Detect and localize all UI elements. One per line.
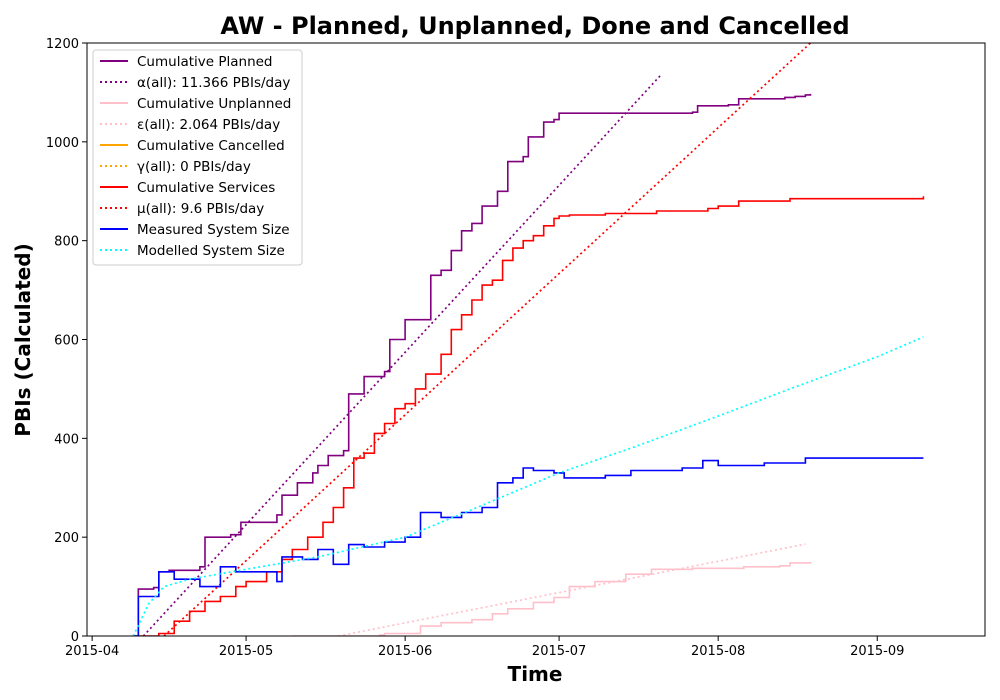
y-tick-label: 1000 bbox=[46, 136, 79, 151]
series-line-measured-system-size-8 bbox=[133, 457, 924, 636]
legend-entry-measured-system-size: Measured System Size bbox=[137, 222, 290, 238]
series-line-modelled-system-size-9 bbox=[132, 336, 924, 636]
x-tick-label: 2015-06 bbox=[378, 644, 432, 659]
x-axis-label: Time bbox=[508, 662, 563, 686]
series-line-cumulative-unplanned-2 bbox=[292, 561, 812, 636]
y-axis-label: PBIs (Calculated) bbox=[11, 243, 35, 436]
x-tick-label: 2015-09 bbox=[850, 644, 904, 659]
legend-entry-cumulative-services: Cumulative Services bbox=[137, 180, 275, 196]
series-line-all-9-6-pbis-day-7 bbox=[163, 43, 812, 636]
legend-entry-modelled-system-size: Modelled System Size bbox=[137, 243, 285, 259]
legend-entry-cumulative-cancelled: Cumulative Cancelled bbox=[137, 138, 285, 154]
y-tick-label: 200 bbox=[54, 531, 79, 546]
legend-entry-all-2-064-pbis-day: ε(all): 2.064 PBIs/day bbox=[137, 117, 280, 133]
x-tick-label: 2015-08 bbox=[691, 644, 745, 659]
y-tick-label: 0 bbox=[71, 630, 79, 645]
series-line-cumulative-services-6 bbox=[138, 196, 925, 636]
legend: Cumulative Planned α(all): 11.366 PBIs/da… bbox=[92, 49, 303, 266]
legend-entry-all-9-6-pbis-day: μ(all): 9.6 PBIs/day bbox=[137, 201, 264, 217]
y-axis-ticks: 0 200 400 600 800 1000 1200 bbox=[46, 37, 87, 645]
y-tick-label: 1200 bbox=[46, 37, 79, 52]
legend-entry-cumulative-unplanned: Cumulative Unplanned bbox=[137, 96, 291, 112]
legend-entry-all-0-pbis-day: γ(all): 0 PBIs/day bbox=[137, 159, 251, 175]
y-tick-label: 400 bbox=[54, 432, 79, 447]
legend-box bbox=[92, 49, 303, 266]
y-tick-label: 600 bbox=[54, 334, 79, 349]
chart-title: AW - Planned, Unplanned, Done and Cancel… bbox=[220, 12, 849, 40]
series-line-all-2-064-pbis-day-3 bbox=[338, 543, 806, 636]
x-tick-label: 2015-05 bbox=[219, 644, 273, 659]
x-tick-label: 2015-07 bbox=[532, 644, 586, 659]
y-tick-label: 800 bbox=[54, 235, 79, 250]
legend-entry-all-11-366-pbis-day: α(all): 11.366 PBIs/day bbox=[137, 75, 290, 91]
x-tick-label: 2015-04 bbox=[65, 644, 119, 659]
legend-entry-cumulative-planned: Cumulative Planned bbox=[137, 54, 273, 70]
x-axis-ticks: 2015-04 2015-05 2015-06 2015-07 2015-08 2015-… bbox=[65, 636, 904, 659]
series-line-cumulative-planned-0 bbox=[133, 93, 812, 636]
